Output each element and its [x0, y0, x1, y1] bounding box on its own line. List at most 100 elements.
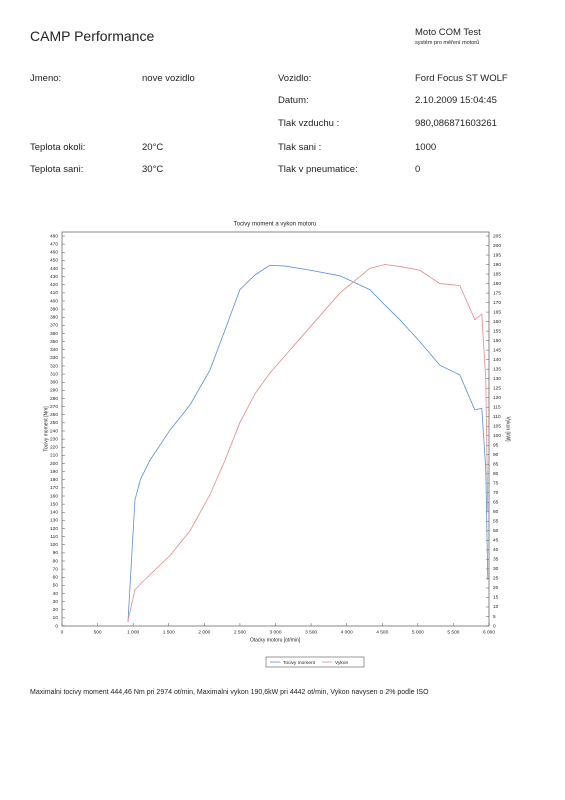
y-tick-label: 450 — [50, 258, 58, 264]
y-tick-label: 30 — [53, 599, 59, 605]
field-label: Jmeno: — [30, 73, 62, 84]
chart-title: Tocivy moment a vykon motoru — [234, 222, 317, 228]
y-tick-label: 240 — [50, 428, 58, 434]
y2-tick-label: 120 — [493, 395, 501, 401]
y-tick-label: 360 — [50, 331, 58, 337]
x-tick-label: 3 500 — [305, 629, 317, 635]
y2-tick-label: 90 — [493, 452, 499, 458]
y2-tick-label: 190 — [493, 262, 501, 268]
y2-tick-label: 80 — [493, 471, 499, 477]
plot-frame — [61, 231, 490, 627]
y-tick-label: 440 — [50, 266, 58, 272]
y-tick-label: 110 — [50, 534, 58, 540]
y-tick-label: 430 — [50, 274, 58, 280]
title: CAMP Performance — [30, 28, 155, 44]
x-tick-label: 500 — [94, 629, 102, 635]
y-tick-label: 0 — [55, 623, 58, 629]
y2-tick-label: 100 — [493, 433, 501, 439]
x-tick-label: 0 — [61, 629, 64, 635]
y-tick-label: 470 — [50, 241, 58, 247]
y2-tick-label: 150 — [493, 338, 501, 344]
y-tick-label: 310 — [50, 371, 58, 377]
y-tick-label: 210 — [50, 453, 58, 459]
y2-tick-label: 200 — [493, 243, 501, 249]
brand: Moto COM Test — [415, 27, 481, 38]
x-tick-label: 2 500 — [234, 629, 246, 635]
field-value: 980,086871603261 — [415, 118, 497, 129]
y-tick-label: 460 — [50, 250, 58, 256]
field-value: 20°C — [142, 142, 164, 153]
y-axis-label: Tocivy moment [Nm] — [43, 406, 49, 452]
y2-tick-label: 85 — [493, 462, 499, 468]
field-value: nove vozidlo — [142, 73, 195, 84]
y2-tick-label: 5 — [493, 614, 496, 620]
y2-tick-label: 155 — [493, 328, 501, 334]
x-tick-label: 4 000 — [341, 629, 353, 635]
field-label: Vozidlo: — [278, 73, 312, 84]
x-tick-label: 3 000 — [269, 629, 281, 635]
y-tick-label: 420 — [50, 282, 58, 288]
y-tick-label: 250 — [50, 420, 58, 426]
y-tick-label: 170 — [50, 485, 58, 491]
y-tick-label: 390 — [50, 306, 58, 312]
y2-tick-label: 15 — [493, 595, 499, 601]
y2-tick-label: 25 — [493, 576, 499, 582]
y2-tick-label: 65 — [493, 500, 499, 506]
y-tick-label: 280 — [50, 396, 58, 402]
field-value: 30°C — [142, 164, 164, 175]
x-tick-label: 4 500 — [376, 629, 388, 635]
y-tick-label: 400 — [50, 298, 58, 304]
y2-tick-label: 20 — [493, 585, 499, 591]
footer: Maximalni tocivy moment 444,46 Nm pri 29… — [30, 689, 429, 696]
y2-tick-label: 160 — [493, 319, 501, 325]
y2-tick-label: 140 — [493, 357, 501, 363]
series-line — [127, 264, 489, 621]
y-tick-label: 140 — [50, 510, 58, 516]
y2-tick-label: 205 — [493, 233, 501, 239]
y-tick-label: 380 — [50, 315, 58, 321]
y-tick-label: 230 — [50, 436, 58, 442]
y-tick-label: 50 — [53, 583, 59, 589]
y-tick-label: 410 — [50, 290, 58, 296]
legend-label: Vykon — [335, 660, 348, 666]
tagline: systém pro měření motorů — [415, 40, 480, 46]
field-label: Teplota sani: — [30, 164, 84, 175]
y-tick-label: 90 — [53, 550, 59, 556]
y-tick-label: 130 — [50, 518, 58, 524]
legend-box — [265, 656, 365, 668]
field-value: Ford Focus ST WOLF — [415, 73, 508, 84]
y2-tick-label: 50 — [493, 528, 499, 534]
y2-tick-label: 170 — [493, 300, 501, 306]
y2-tick-label: 180 — [493, 281, 501, 287]
y2-axis-label: Vykon [kW] — [505, 416, 511, 442]
y-tick-label: 80 — [53, 558, 59, 564]
y-tick-label: 150 — [50, 501, 58, 507]
y-tick-label: 220 — [50, 445, 58, 451]
y2-tick-label: 10 — [493, 604, 499, 610]
legend-label: Tocivy moment — [283, 660, 316, 666]
y2-tick-label: 165 — [493, 309, 501, 315]
field-label: Teplota okoli: — [30, 142, 86, 153]
y-tick-label: 160 — [50, 493, 58, 499]
y-tick-label: 320 — [50, 363, 58, 369]
y2-tick-label: 95 — [493, 443, 499, 449]
y2-tick-label: 125 — [493, 385, 501, 391]
series-line — [127, 264, 489, 622]
y2-tick-label: 175 — [493, 290, 501, 296]
y2-tick-label: 145 — [493, 347, 501, 353]
y-tick-label: 100 — [50, 542, 58, 548]
y-tick-label: 370 — [50, 323, 58, 329]
x-tick-label: 5 500 — [447, 629, 459, 635]
y-tick-label: 340 — [50, 347, 58, 353]
y2-tick-label: 70 — [493, 490, 499, 496]
field-label: Tlak vzduchu : — [278, 118, 340, 129]
field-label: Datum: — [278, 95, 309, 106]
y2-tick-label: 110 — [493, 414, 501, 420]
y-tick-label: 40 — [53, 591, 59, 597]
y-tick-label: 480 — [50, 233, 58, 239]
x-tick-label: 5 000 — [412, 629, 424, 635]
y2-tick-label: 35 — [493, 557, 499, 563]
y2-tick-label: 195 — [493, 252, 501, 258]
field-value: 2.10.2009 15:04:45 — [415, 95, 497, 106]
